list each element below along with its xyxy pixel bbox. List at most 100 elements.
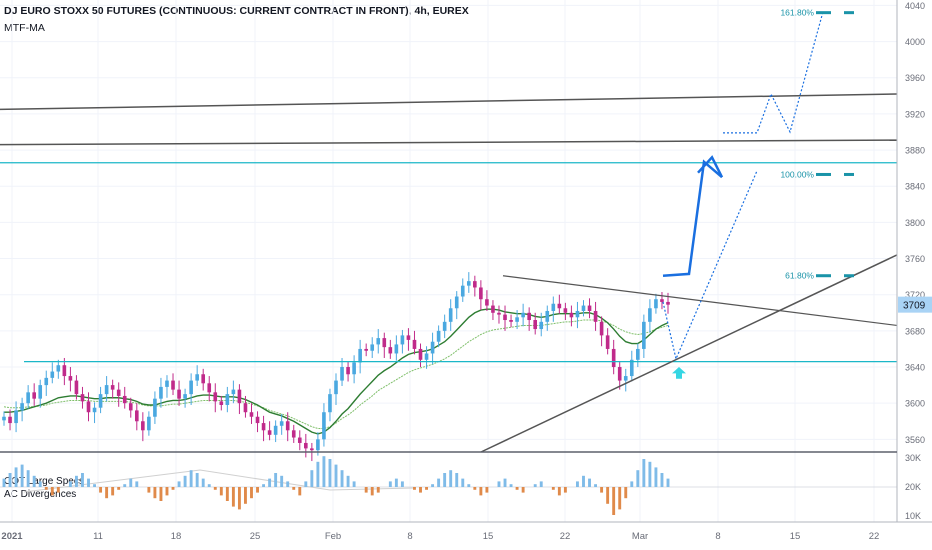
candle-body [654, 299, 658, 309]
candle-body [388, 347, 393, 354]
y-tick-label: 3680 [905, 326, 925, 336]
candle-body [128, 403, 133, 411]
y-tick-label: 3880 [905, 146, 925, 156]
x-tick-label: Feb [325, 531, 341, 542]
candle-body [159, 386, 163, 399]
candle-body [636, 348, 640, 360]
drawings: 161.80% 100.00% 61.80% [0, 8, 898, 453]
candle-body [521, 312, 525, 318]
candle-body [68, 376, 73, 381]
fib-level-label: 100.00% [780, 169, 814, 179]
channel-bottom-line [0, 139, 898, 146]
x-tick-label: 15 [790, 531, 801, 542]
candle-body [2, 416, 6, 421]
candle-body [340, 367, 344, 381]
candle-body [153, 398, 157, 417]
candle-body [267, 430, 272, 435]
arrow-head [697, 155, 724, 178]
candle-body [352, 362, 356, 375]
candle-body [98, 394, 103, 408]
indicator-label-cot[interactable]: COT Large Specs [4, 476, 84, 487]
candle-body [255, 416, 260, 424]
candle-body [533, 320, 538, 330]
candle-body [334, 380, 338, 395]
x-tick-label: 25 [250, 531, 261, 542]
candle-body [581, 305, 586, 311]
candle-body [497, 312, 501, 315]
ma-slow-line [3, 319, 669, 429]
candle-body [14, 410, 18, 424]
candle-body [527, 312, 531, 321]
candle-body [201, 374, 206, 384]
y-tick-label: 4040 [905, 1, 925, 11]
candle-body [642, 321, 646, 349]
candle-body [122, 395, 127, 404]
y-tick-label: 4000 [905, 37, 925, 47]
candle-body [406, 335, 411, 340]
candle-body [207, 383, 212, 393]
triangle-lower-line [480, 254, 898, 453]
indicator-label-ac[interactable]: AC Divergences [4, 489, 77, 500]
candles [2, 272, 670, 462]
x-tick-label: 22 [560, 531, 571, 542]
y-tick-label: 3840 [905, 182, 925, 192]
candle-body [430, 341, 435, 354]
candle-body [297, 437, 302, 443]
osc-tick-label: 10K [905, 511, 921, 521]
candle-body [473, 281, 477, 288]
candle-body [370, 344, 375, 351]
candle-body [104, 385, 109, 395]
candle-body [273, 425, 278, 435]
current-price-badge [898, 296, 932, 313]
x-tick-label: 15 [483, 531, 494, 542]
candle-body [605, 335, 610, 349]
candle-body [171, 380, 175, 390]
candle-body [442, 321, 447, 331]
candle-body [8, 416, 12, 424]
candle-body [400, 335, 405, 345]
candle-body [660, 299, 664, 302]
candle-body [491, 305, 495, 313]
candle-body [394, 344, 399, 354]
target-path [723, 11, 824, 134]
x-tick-label: 8 [715, 531, 720, 542]
study-label[interactable]: MTF-MA [4, 22, 45, 34]
candle-body [346, 367, 350, 375]
candle-body [80, 394, 85, 402]
y-tick-label: 3960 [905, 73, 925, 83]
candle-body [32, 392, 36, 399]
y-tick-label: 3760 [905, 254, 925, 264]
candle-body [515, 317, 519, 322]
chart-title: DJ EURO STOXX 50 FUTURES (CONTINUOUS: CU… [4, 5, 469, 17]
candle-body [195, 374, 199, 381]
candle-body [563, 308, 568, 313]
candle-body [189, 380, 193, 395]
fib-level-label: 61.80% [785, 271, 814, 281]
candle-body [86, 401, 91, 413]
current-price-label: 3709 [903, 301, 926, 312]
x-tick-label: Mar [632, 531, 648, 542]
indicator-panel [0, 456, 897, 515]
candle-body [648, 308, 652, 322]
candle-body [134, 410, 139, 422]
channel-top-line [0, 93, 898, 111]
candle-body [509, 320, 513, 322]
candle-body [454, 296, 459, 309]
candle-body [50, 371, 55, 378]
candle-body [623, 376, 628, 381]
y-tick-label: 3560 [905, 435, 925, 445]
candle-body [92, 407, 97, 413]
osc-tick-label: 30K [905, 453, 921, 463]
x-tick-label: 18 [171, 531, 182, 542]
candle-body [231, 389, 236, 395]
candle-body [237, 389, 242, 404]
candle-body [448, 308, 453, 322]
candle-body [219, 401, 224, 405]
x-tick-label: 22 [869, 531, 880, 542]
candle-body [593, 310, 598, 322]
candle-body [116, 389, 121, 396]
x-tick-label: 11 [93, 531, 103, 542]
candle-body [177, 389, 181, 399]
